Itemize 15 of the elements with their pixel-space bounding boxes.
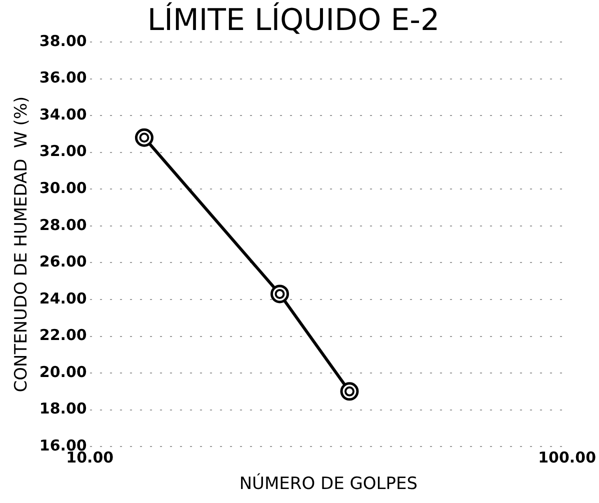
y-tick-label: 20.00	[39, 362, 87, 381]
y-tick-label: 18.00	[39, 400, 87, 418]
chart-title: LÍMITE LÍQUIDO E-2	[147, 2, 440, 38]
y-tick-label: 34.00	[39, 105, 87, 124]
y-tick-label: 32.00	[39, 142, 87, 160]
y-tick-label: 30.00	[39, 179, 87, 198]
y-tick-label: 24.00	[39, 289, 87, 308]
y-axis-title: CONTENUDO DE HUMEDAD W (%)	[12, 96, 32, 392]
y-tick-label: 36.00	[39, 68, 87, 87]
x-axis-title: NÚMERO DE GOLPES	[239, 473, 418, 494]
y-tick-label: 22.00	[39, 326, 87, 344]
y-tick-label: 28.00	[39, 216, 87, 234]
y-tick-label: 38.00	[39, 32, 87, 50]
x-tick-label: 100.00	[538, 448, 596, 466]
y-tick-label: 26.00	[39, 252, 87, 271]
